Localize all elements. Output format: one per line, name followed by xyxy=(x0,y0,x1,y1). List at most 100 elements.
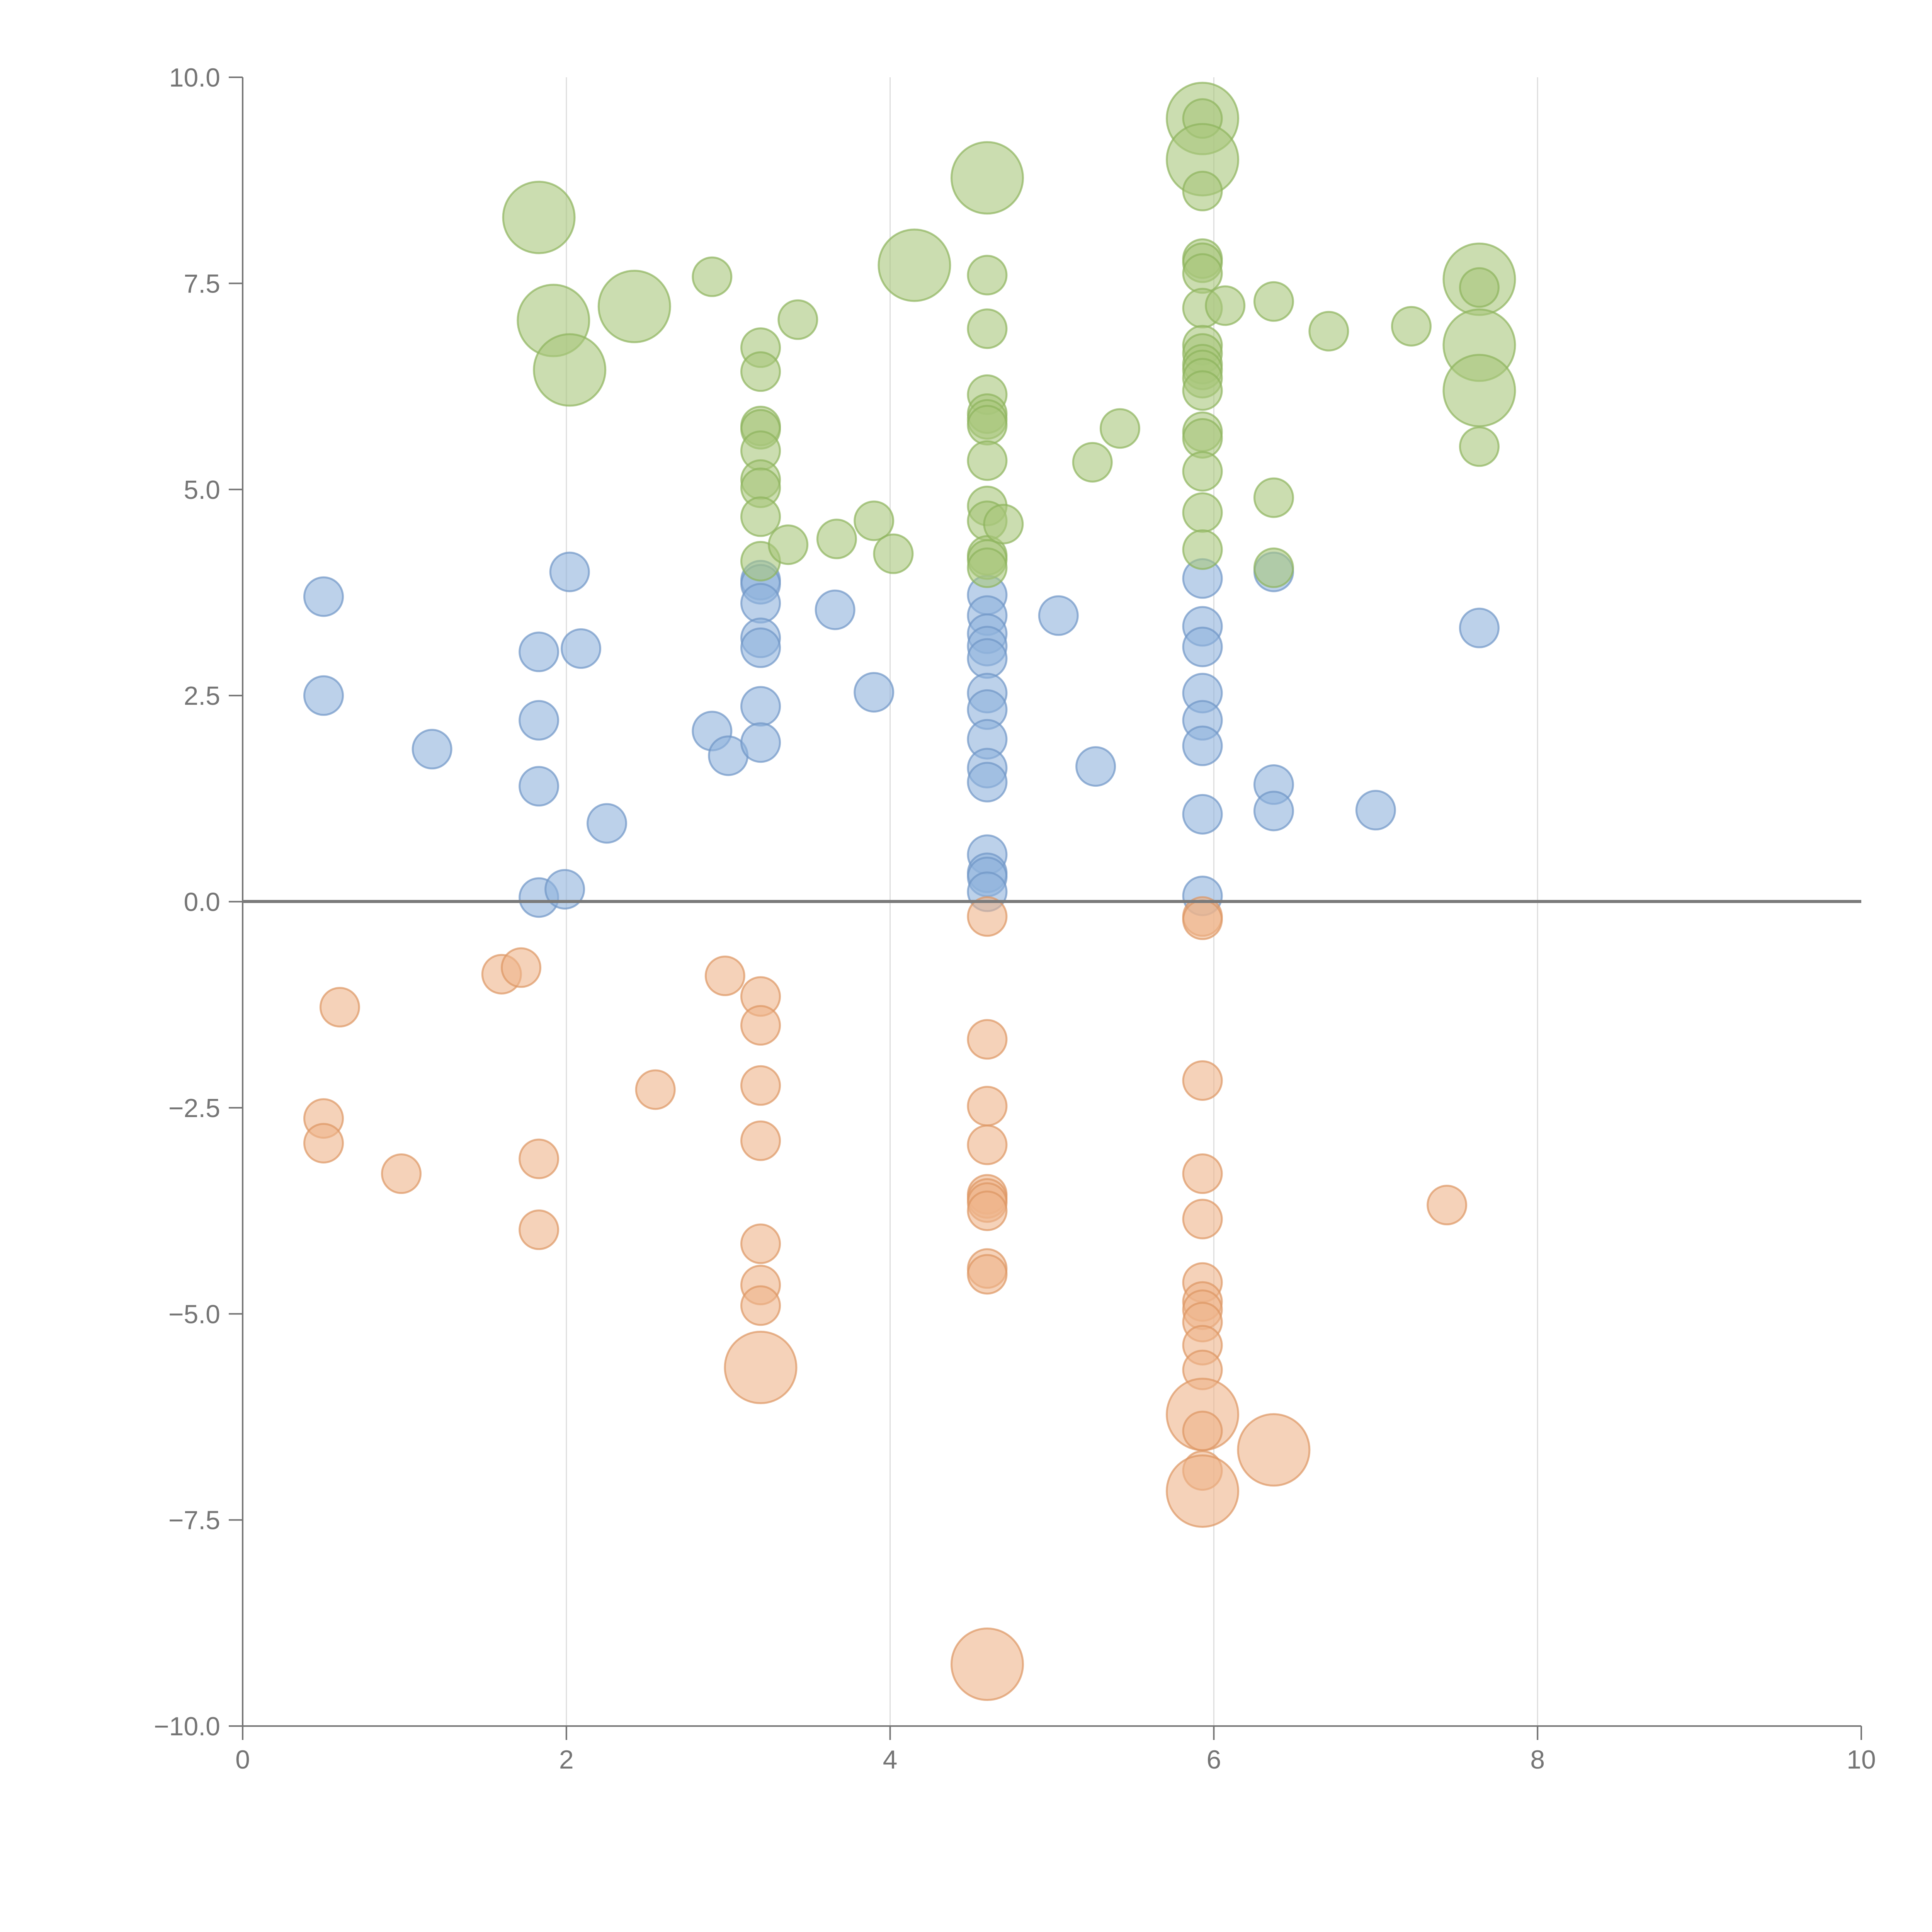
bubble-point xyxy=(1253,547,1294,588)
bubble-point xyxy=(303,1123,344,1164)
bubble-point xyxy=(967,896,1008,937)
bubble-point xyxy=(303,675,344,716)
bubble-point xyxy=(1182,1410,1223,1451)
y-tick-label: −2.5 xyxy=(168,1094,220,1123)
bubble-series-0 xyxy=(303,551,1500,918)
x-tick-label: 10 xyxy=(1847,1745,1876,1774)
bubble-point xyxy=(740,1065,781,1106)
bubble-point xyxy=(854,500,895,541)
x-tick-label: 2 xyxy=(559,1745,574,1774)
bubble-point xyxy=(1099,408,1140,449)
bubble-point xyxy=(519,700,560,741)
bubble-point xyxy=(967,1019,1008,1060)
bubble-point xyxy=(967,255,1008,296)
bubble-point xyxy=(1459,607,1500,648)
bubble-point xyxy=(740,1223,781,1264)
bubble-point xyxy=(1427,1185,1468,1226)
bubble-point xyxy=(983,503,1024,544)
bubble-point xyxy=(544,869,585,910)
bubble-point xyxy=(1038,595,1079,636)
bubble-point xyxy=(816,519,857,560)
y-tick-label: 7.5 xyxy=(184,269,220,298)
bubble-point xyxy=(768,524,809,565)
bubble-point xyxy=(561,628,602,669)
x-tick-label: 0 xyxy=(235,1745,250,1774)
bubble-point xyxy=(740,496,781,537)
bubble-point xyxy=(519,766,560,807)
bubble-point xyxy=(873,533,914,574)
bubble-point xyxy=(303,576,344,617)
bubble-point xyxy=(1182,1153,1223,1194)
bubble-point xyxy=(533,333,607,407)
bubble-point xyxy=(1182,1060,1223,1101)
bubble-point xyxy=(1072,442,1113,483)
x-tick-label: 6 xyxy=(1206,1745,1221,1774)
bubble-point xyxy=(1182,794,1223,835)
bubble-point xyxy=(319,987,360,1028)
bubble-point xyxy=(854,672,895,713)
bubble-point xyxy=(1355,790,1396,831)
bubble-point xyxy=(1182,451,1223,492)
bubble-point xyxy=(1459,426,1500,467)
bubble-point xyxy=(1182,899,1223,940)
bubble-point xyxy=(1075,746,1116,787)
bubble-point xyxy=(597,270,671,344)
bubble-point xyxy=(740,1285,781,1326)
bubble-point xyxy=(704,956,745,997)
y-tick-label: 5.0 xyxy=(184,475,220,505)
bubble-point xyxy=(950,141,1024,215)
y-tick-label: 2.5 xyxy=(184,681,220,711)
bubble-point xyxy=(502,180,576,254)
bubble-point xyxy=(635,1069,676,1110)
bubble-point xyxy=(1182,370,1223,411)
bubble-point xyxy=(967,308,1008,349)
y-tick-label: −5.0 xyxy=(168,1299,220,1329)
bubble-point xyxy=(412,729,452,770)
bubble-point xyxy=(1253,281,1294,322)
x-tick-label: 4 xyxy=(883,1745,898,1774)
bubble-point xyxy=(967,762,1008,803)
bubble-point xyxy=(1391,306,1432,347)
bubble-point xyxy=(740,722,781,763)
bubble-point xyxy=(740,583,781,624)
bubble-point xyxy=(967,1124,1008,1165)
bubble-series-1 xyxy=(502,82,1516,588)
bubble-point xyxy=(1182,725,1223,766)
bubble-point xyxy=(1182,529,1223,570)
bubble-point xyxy=(967,440,1008,481)
bubble-point xyxy=(740,351,781,392)
bubble-point xyxy=(967,547,1008,588)
bubble-point xyxy=(519,631,560,672)
y-tick-label: 10.0 xyxy=(169,63,220,92)
bubble-point xyxy=(967,1254,1008,1295)
bubble-point xyxy=(587,803,628,844)
bubble-point xyxy=(967,405,1008,446)
bubble-point xyxy=(967,1190,1008,1231)
bubble-point xyxy=(1442,354,1516,427)
bubble-point xyxy=(1205,285,1246,326)
y-tick-label: −7.5 xyxy=(168,1506,220,1535)
ticks: 0 2 4 6 8 10 10.0 7.5 5.0 2.5 0.0 −2.5 −5.0 −7.5 −10.0 xyxy=(154,63,1876,1774)
x-tick-label: 8 xyxy=(1530,1745,1545,1774)
bubble-point xyxy=(740,1120,781,1161)
bubble-point xyxy=(1166,1454,1240,1528)
bubble-layer xyxy=(303,82,1516,1701)
bubble-point xyxy=(1182,1199,1223,1240)
bubble-point xyxy=(1459,267,1500,308)
bubble-point xyxy=(381,1153,422,1194)
bubble-series-2 xyxy=(303,896,1468,1701)
bubble-point xyxy=(740,1005,781,1046)
bubble-point xyxy=(519,1209,560,1250)
bubble-point xyxy=(1182,492,1223,533)
bubble-point xyxy=(950,1627,1024,1701)
bubble-point xyxy=(740,686,781,727)
bubble-point xyxy=(967,1086,1008,1127)
bubble-point xyxy=(1182,626,1223,667)
bubble-point xyxy=(501,947,542,988)
bubble-point xyxy=(519,1138,560,1179)
bubble-point xyxy=(692,256,733,297)
axes xyxy=(242,77,1861,1727)
bubble-point xyxy=(777,299,818,340)
bubble-point xyxy=(967,638,1008,679)
